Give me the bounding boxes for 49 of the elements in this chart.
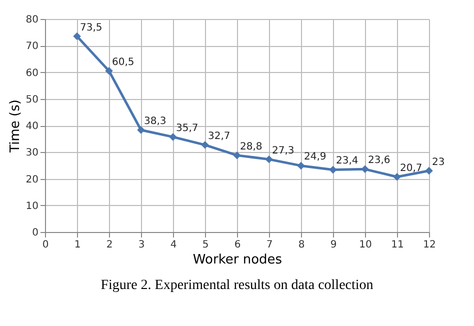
x-tick-label: 10 <box>359 240 372 250</box>
x-tick-label: 9 <box>330 240 337 250</box>
data-label: 23,6 <box>368 155 390 166</box>
point <box>393 173 401 181</box>
data-label: 20,7 <box>400 162 422 174</box>
y-tick-label: 30 <box>26 148 38 159</box>
point <box>201 141 209 149</box>
point <box>329 166 337 174</box>
point <box>361 165 369 174</box>
x-tick-label: 5 <box>202 240 209 250</box>
data-label: 38,3 <box>144 116 166 128</box>
point <box>425 166 433 175</box>
y-tick-label: 40 <box>26 121 38 132</box>
y-tick-label: 20 <box>26 174 38 186</box>
data-label: 32,7 <box>208 130 230 142</box>
x-tick-label: 11 <box>391 240 404 250</box>
data-label: 23 <box>432 156 445 168</box>
data-label: 23,4 <box>336 156 358 167</box>
x-tick-label: 4 <box>170 240 177 250</box>
data-label: 35,7 <box>176 122 198 134</box>
y-axis-title: Time (s) <box>8 100 23 154</box>
point <box>73 32 81 40</box>
y-tick-label: 10 <box>26 200 38 212</box>
point <box>233 151 241 160</box>
data-label: 24,9 <box>304 152 326 163</box>
x-tick-label: 0 <box>42 240 49 250</box>
x-tick-label: 8 <box>298 240 305 250</box>
point <box>169 133 177 141</box>
point <box>137 126 145 134</box>
x-tick-label: 12 <box>423 240 436 250</box>
x-tick-label: 7 <box>266 240 273 250</box>
y-tick-label: 0 <box>32 228 38 238</box>
point <box>105 67 113 75</box>
point <box>265 155 273 164</box>
x-tick-label: 6 <box>234 240 241 250</box>
y-tick-label: 80 <box>26 14 38 26</box>
x-tick-label: 3 <box>138 240 145 250</box>
x-axis-title: Worker nodes <box>192 252 282 268</box>
y-tick-label: 50 <box>26 94 38 106</box>
x-tick-label: 1 <box>74 240 81 250</box>
x-tick-label: 2 <box>106 240 113 250</box>
point <box>297 162 305 170</box>
data-label: 60,5 <box>112 56 134 68</box>
y-tick-label: 70 <box>26 41 38 52</box>
data-label: 73,5 <box>80 22 102 34</box>
caption: Figure 2. Experimental results on data collection <box>100 278 374 293</box>
data-label: 28,8 <box>240 141 262 152</box>
y-tick-label: 60 <box>26 68 38 79</box>
data-label: 27,3 <box>272 145 294 156</box>
